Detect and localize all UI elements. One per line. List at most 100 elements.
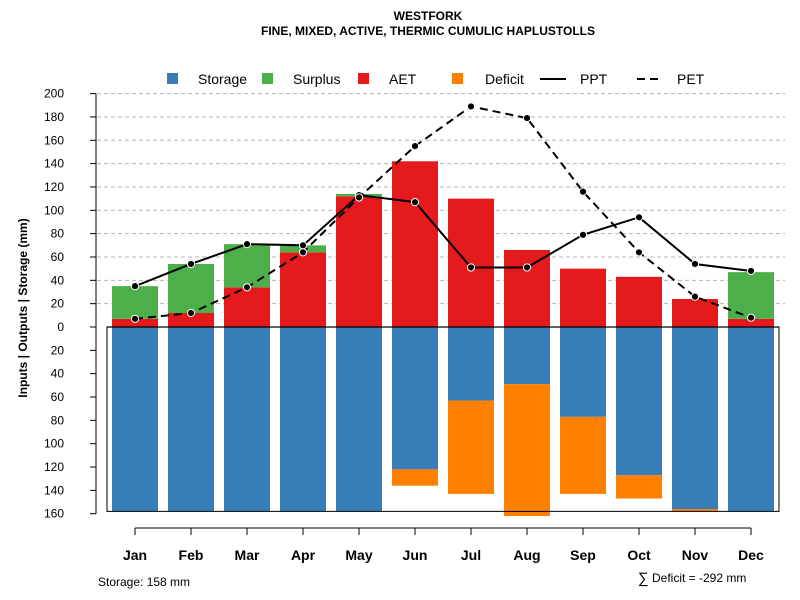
y-tick-label: 20 xyxy=(51,297,65,311)
x-tick-label: Jan xyxy=(123,547,147,563)
y-tick-label: 20 xyxy=(51,343,65,357)
aet-bar xyxy=(392,161,438,327)
x-tick-label: Apr xyxy=(291,547,316,563)
surplus-bar xyxy=(728,272,774,319)
deficit-total: Deficit = -292 mm xyxy=(652,571,746,585)
y-tick-label: 140 xyxy=(44,483,64,497)
y-tick-label: 180 xyxy=(44,110,64,124)
y-tick-label: 80 xyxy=(51,227,65,241)
storage-bar xyxy=(392,327,438,470)
y-tick-label: 40 xyxy=(51,273,65,287)
aet-bar xyxy=(616,276,662,327)
ppt-point xyxy=(130,282,140,291)
legend-deficit-swatch xyxy=(452,73,463,84)
ppt-point xyxy=(690,259,700,269)
storage-bar xyxy=(336,327,382,512)
storage-bar xyxy=(616,327,662,476)
y-tick-label: 60 xyxy=(51,250,65,264)
x-tick-label: May xyxy=(345,547,372,563)
pet-point xyxy=(130,314,140,323)
legend-pet-label: PET xyxy=(677,71,705,87)
ppt-line xyxy=(134,194,752,288)
ppt-point xyxy=(186,259,196,269)
y-tick-label: 200 xyxy=(44,87,64,101)
ppt-point xyxy=(410,198,420,207)
legend-deficit-label: Deficit xyxy=(485,71,524,87)
pet-point xyxy=(578,187,588,196)
y-axis: 0 20 40 60 80 100 120 140 160 180 200 20 40 60 80 100 12… xyxy=(44,87,97,521)
deficit-bar xyxy=(672,509,718,512)
legend-surplus-swatch xyxy=(262,73,273,84)
pet-point xyxy=(186,308,196,318)
legend-storage-swatch xyxy=(167,73,178,84)
x-tick-label: Jul xyxy=(461,547,481,563)
y-tick-label: 100 xyxy=(44,437,64,451)
chart-subtitle: FINE, MIXED, ACTIVE, THERMIC CUMULIC HAP… xyxy=(261,24,595,38)
aet-bar xyxy=(336,196,382,327)
y-tick-label: 120 xyxy=(44,460,64,474)
aet-bar xyxy=(280,252,326,327)
storage-bar xyxy=(504,327,550,385)
y-tick-label: 160 xyxy=(44,133,64,147)
y-tick-label: 100 xyxy=(44,203,64,217)
ppt-point xyxy=(578,230,588,239)
x-tick-label: Mar xyxy=(235,547,260,563)
surplus-bar xyxy=(168,263,214,313)
legend-surplus-label: Surplus xyxy=(293,71,340,87)
storage-bar xyxy=(728,327,774,512)
y-tick-label: 80 xyxy=(51,413,65,427)
ppt-point xyxy=(634,213,644,222)
series-lines xyxy=(130,102,756,323)
aet-bar xyxy=(168,312,214,327)
y-tick-label: 140 xyxy=(44,157,64,171)
ppt-point xyxy=(242,240,252,249)
aet-bar xyxy=(448,198,494,327)
ppt-point xyxy=(746,266,756,276)
y-tick-label: 40 xyxy=(51,367,65,381)
storage-bar xyxy=(448,327,494,401)
deficit-bar xyxy=(504,384,550,517)
x-tick-label: Jun xyxy=(403,547,428,563)
x-tick-label: Oct xyxy=(627,547,651,563)
x-tick-label: Sep xyxy=(570,547,596,563)
x-tick-label: Dec xyxy=(738,547,764,563)
deficit-bar xyxy=(560,416,606,494)
ppt-point xyxy=(298,241,308,250)
legend-aet-swatch xyxy=(358,73,369,84)
pet-line xyxy=(134,105,752,320)
pet-point xyxy=(354,193,364,202)
sum-icon: ∑ xyxy=(638,570,649,587)
legend: Storage Surplus AET Deficit PPT PET xyxy=(167,71,705,87)
pet-point xyxy=(522,114,532,123)
x-tick-label: Nov xyxy=(682,547,709,563)
aet-bar xyxy=(224,287,270,327)
surplus-bar xyxy=(224,244,270,288)
storage-bar xyxy=(224,327,270,512)
y-axis-label: Inputs | Outputs | Storage (mm) xyxy=(16,218,30,397)
surplus-bar xyxy=(112,286,158,319)
deficit-bar xyxy=(392,469,438,486)
pet-point xyxy=(690,292,700,301)
pet-point xyxy=(242,283,252,292)
storage-bar xyxy=(560,327,606,417)
y-tick-label: 120 xyxy=(44,180,64,194)
storage-bar xyxy=(112,327,158,512)
aet-bar xyxy=(728,318,774,327)
storage-bar xyxy=(672,327,718,510)
x-tick-label: Feb xyxy=(179,547,204,563)
pet-point xyxy=(298,248,308,257)
chart-title: WESTFORK xyxy=(394,9,463,23)
bars xyxy=(106,161,780,517)
deficit-bar xyxy=(448,400,494,494)
pet-point xyxy=(746,313,756,322)
aet-bar xyxy=(560,268,606,327)
y-tick-label: 60 xyxy=(51,390,65,404)
x-axis: Jan Feb Mar Apr May Jun Jul Aug Sep Oct Nov Dec xyxy=(123,527,764,563)
ppt-point xyxy=(522,263,532,272)
y-tick-label: 160 xyxy=(44,507,64,521)
legend-ppt-label: PPT xyxy=(580,71,608,87)
pet-point xyxy=(466,102,476,111)
storage-bar xyxy=(168,327,214,512)
storage-bar xyxy=(280,327,326,512)
